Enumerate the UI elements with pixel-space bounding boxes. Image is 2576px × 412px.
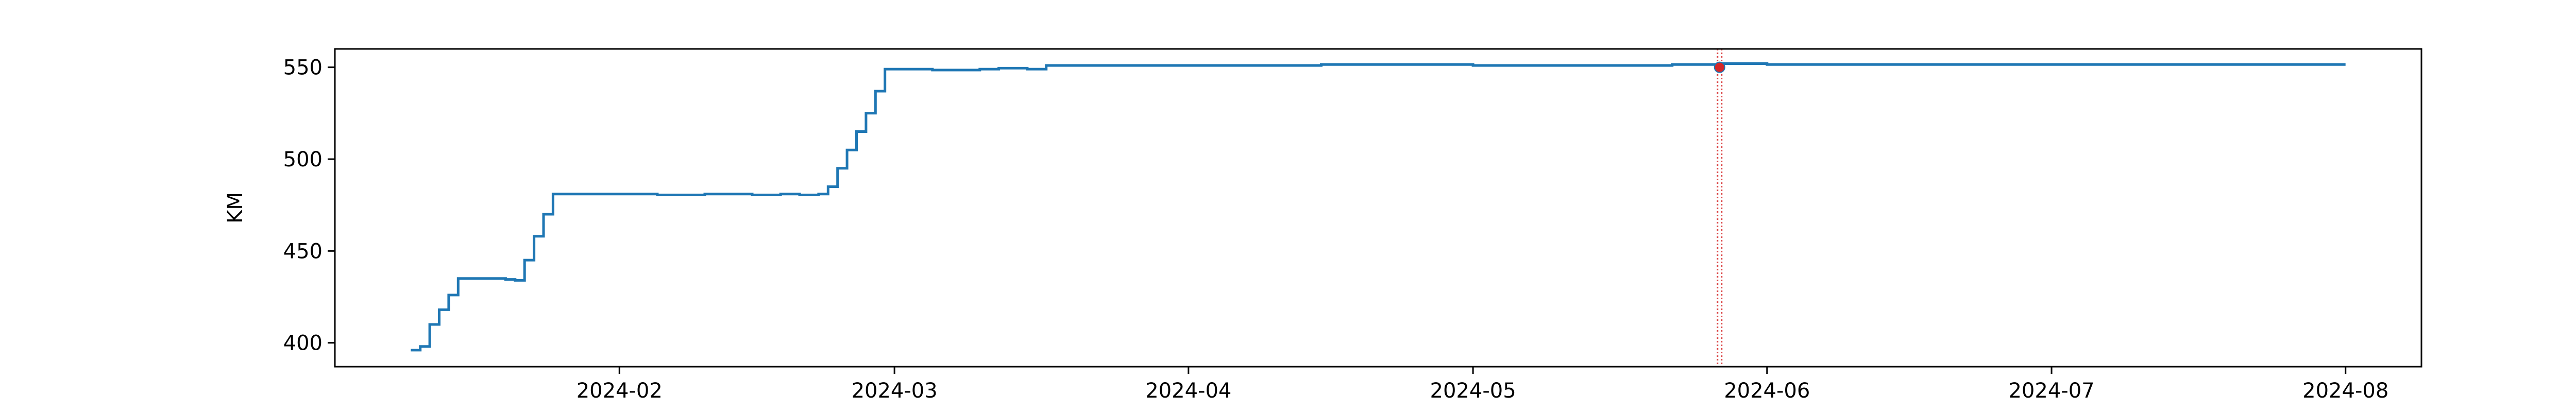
- plot-frame: [334, 48, 2422, 368]
- x-tick-label: 2024-03: [852, 379, 938, 403]
- x-axis: 2024-02 2024-03 2024-04 2024-05 2024-06 2024-…: [577, 367, 2388, 403]
- y-tick-label: 400: [283, 332, 323, 355]
- series-line: [411, 62, 2346, 352]
- y-tick-label: 500: [283, 148, 323, 171]
- plot-layer: [411, 49, 2346, 367]
- x-tick-label: 2024-07: [2008, 379, 2094, 403]
- x-tick-label: 2024-05: [1430, 379, 1516, 403]
- x-tick-label: 2024-04: [1145, 379, 1231, 403]
- y-tick-label: 450: [283, 239, 323, 263]
- y-tick-label: 550: [283, 56, 323, 80]
- x-tick-label: 2024-06: [1724, 379, 1810, 403]
- x-tick-label: 2024-02: [577, 379, 663, 403]
- y-axis: 400 450 500 550: [283, 56, 335, 355]
- highlight-point: [1714, 61, 1725, 73]
- y-axis-label: KM: [224, 192, 247, 224]
- x-tick-label: 2024-08: [2302, 379, 2388, 403]
